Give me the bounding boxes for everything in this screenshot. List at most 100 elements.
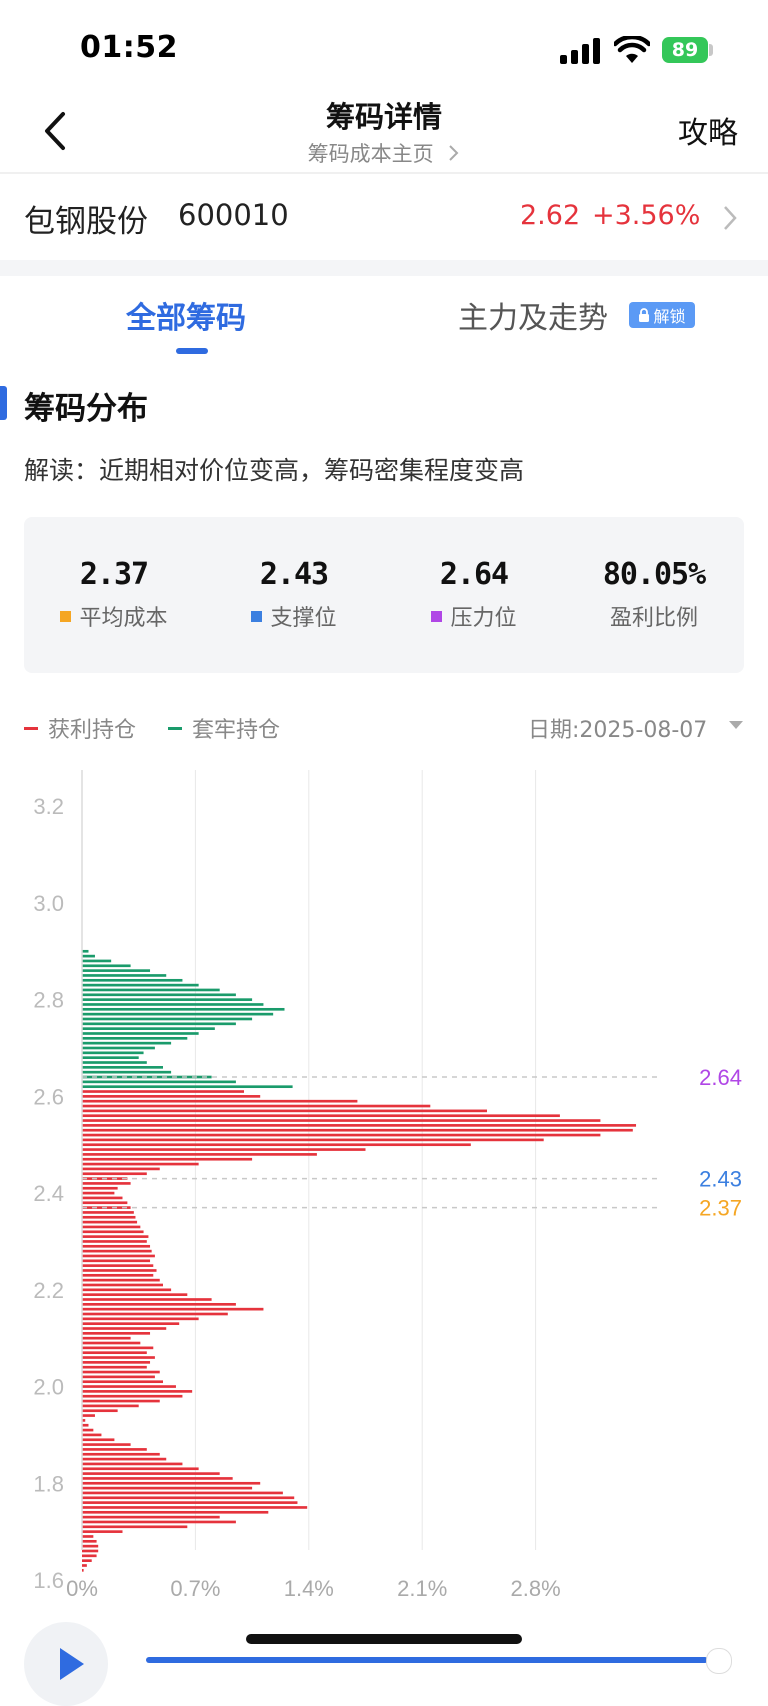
chip-bar — [82, 1351, 147, 1355]
dropdown-caret-icon[interactable] — [729, 721, 743, 729]
chip-bar — [82, 1090, 244, 1093]
chip-bar — [82, 983, 199, 987]
chip-bar — [82, 1143, 471, 1147]
stat-support: 2.43 支撑位 — [204, 557, 384, 632]
chip-bar — [82, 1462, 183, 1466]
chip-bar — [82, 1336, 131, 1340]
legend-profit: 获利持仓 — [24, 712, 136, 744]
chip-bar — [82, 1443, 131, 1446]
chip-bar — [82, 1022, 236, 1026]
date-selector[interactable]: 日期:2025-08-07 — [528, 718, 708, 743]
chip-bar — [82, 1409, 118, 1413]
chip-bar — [82, 1119, 601, 1122]
chip-bar — [82, 1404, 139, 1408]
chip-bar — [82, 1365, 147, 1369]
chip-bar — [82, 974, 167, 977]
legend-trapped: 套牢持仓 — [168, 712, 280, 744]
x-tick-label: 0.7% — [170, 1576, 220, 1600]
chip-bar — [82, 949, 89, 953]
chip-bar — [82, 1361, 151, 1364]
chip-bar — [82, 1346, 154, 1350]
chip-bar — [82, 1085, 293, 1089]
chip-bar — [82, 1264, 154, 1267]
stock-price: 2.62 — [520, 200, 581, 231]
battery-level: 89 — [671, 39, 699, 61]
chip-bar — [82, 1278, 160, 1282]
chip-bar — [82, 1273, 154, 1277]
chip-bar — [82, 1051, 144, 1055]
back-button[interactable] — [30, 106, 80, 156]
chip-bar — [82, 1157, 253, 1161]
home-indicator — [246, 1634, 522, 1644]
unlock-badge[interactable]: 解锁 — [629, 302, 695, 328]
chip-bar — [82, 1104, 431, 1108]
chip-bar — [82, 1525, 188, 1529]
chevron-left-icon — [45, 112, 65, 150]
reference-line-label: 2.64 — [699, 1065, 742, 1090]
chip-bar — [82, 1148, 366, 1151]
subtitle-link[interactable]: 筹码成本主页 — [0, 138, 768, 168]
strategy-button[interactable]: 攻略 — [678, 116, 738, 151]
chip-bar — [82, 1235, 149, 1238]
tab-main-force[interactable]: 主力及走势 — [458, 301, 608, 336]
chip-bar — [82, 1317, 199, 1321]
chip-bar — [82, 1549, 99, 1553]
chip-bar — [82, 1046, 155, 1050]
stat-profit-ratio: 80.05% 盈利比例 — [564, 557, 744, 632]
stat-value: 2.37 — [79, 557, 149, 592]
tab-all-chips[interactable]: 全部筹码 — [126, 301, 246, 336]
chip-bar — [82, 1370, 160, 1374]
chip-bar — [82, 1095, 261, 1098]
green-dash-icon — [168, 726, 182, 730]
stock-detail-chevron-icon[interactable] — [722, 204, 738, 232]
chip-bar — [82, 1564, 87, 1567]
chip-bar — [82, 1211, 134, 1214]
legend-trapped-label: 套牢持仓 — [192, 718, 281, 743]
chip-bar — [82, 1153, 317, 1156]
chip-bar — [82, 1486, 253, 1490]
x-tick-label: 0% — [66, 1576, 98, 1600]
chip-bar — [82, 1133, 601, 1137]
chip-bar — [82, 1288, 172, 1292]
y-tick-label: 2.4 — [33, 1181, 64, 1206]
chip-bar — [82, 1428, 94, 1432]
chip-bar — [82, 1491, 283, 1495]
wifi-icon — [614, 36, 650, 63]
chip-bar — [82, 1298, 212, 1301]
chip-bar — [82, 1520, 236, 1524]
interpretation-text: 解读：近期相对价位变高，筹码密集程度变高 — [24, 456, 525, 485]
y-tick-label: 1.8 — [33, 1471, 64, 1496]
chip-bar — [82, 1467, 199, 1471]
chip-bar — [82, 1419, 86, 1422]
y-tick-label: 1.6 — [33, 1568, 64, 1593]
chip-bar — [82, 1472, 220, 1475]
section-accent-bar — [0, 386, 7, 420]
y-tick-label: 2.0 — [33, 1375, 64, 1400]
chip-bar — [82, 1066, 163, 1069]
stat-value: 2.64 — [439, 557, 509, 592]
battery-icon: 89 — [662, 37, 708, 63]
timeline-thumb[interactable] — [706, 1648, 732, 1674]
signal-icon — [560, 38, 600, 64]
status-time: 01:52 — [80, 30, 178, 65]
chip-bar — [82, 1568, 84, 1572]
stock-change: +3.56% — [592, 200, 701, 231]
chip-bar — [82, 1307, 264, 1311]
chip-bar — [82, 1027, 215, 1030]
chip-bar — [82, 1041, 172, 1045]
chip-bar — [82, 1259, 151, 1263]
chip-bar — [82, 1332, 151, 1335]
chip-bar — [82, 1496, 295, 1500]
chip-bar — [82, 1530, 123, 1533]
red-dash-icon — [24, 726, 38, 730]
chip-bar — [82, 1380, 163, 1384]
chip-bar — [82, 1394, 183, 1398]
y-tick-label: 2.8 — [33, 988, 64, 1013]
timeline-slider[interactable] — [146, 1657, 708, 1663]
legend-profit-label: 获利持仓 — [48, 718, 137, 743]
chip-bar — [82, 1109, 487, 1113]
chip-bar — [82, 1162, 199, 1166]
stat-value: 80.05% — [602, 557, 706, 592]
chip-bar — [82, 1240, 147, 1243]
stat-label: 平均成本 — [79, 606, 168, 631]
